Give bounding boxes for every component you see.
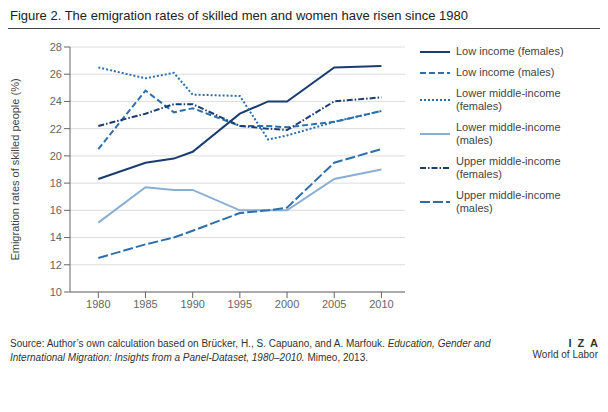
html-text:Low income (females): Low income (females): [456, 45, 564, 57]
svg-text:12: 12: [50, 259, 62, 271]
svg-text:1980: 1980: [86, 298, 110, 310]
html-text:Upper middle-income (males): Upper middle-income (males): [456, 189, 561, 214]
html-text:Low income (males): Low income (males): [456, 66, 555, 78]
svg-text:14: 14: [50, 231, 62, 243]
html-text:Figure 2. The emigration rates: Figure 2. The emigration rates of skille…: [10, 8, 468, 23]
svg-text:18: 18: [50, 177, 62, 189]
html-text:I Z A: I Z A: [568, 337, 598, 349]
html-text:World of Labor: World of Labor: [532, 349, 598, 360]
svg-text:2005: 2005: [322, 298, 346, 310]
svg-text:22: 22: [50, 123, 62, 135]
svg-text:1995: 1995: [228, 298, 252, 310]
html-text:Upper middle-income (females): Upper middle-income (females): [456, 155, 561, 180]
svg-text:2000: 2000: [275, 298, 299, 310]
svg-text:2010: 2010: [369, 298, 393, 310]
svg-text:16: 16: [50, 204, 62, 216]
svg-text:10: 10: [50, 286, 62, 298]
svg-text:28: 28: [50, 41, 62, 53]
svg-text:20: 20: [50, 150, 62, 162]
svg-text:Emigration rates of skilled pe: Emigration rates of skilled people (%): [9, 78, 21, 260]
svg-text:1985: 1985: [133, 298, 157, 310]
html-text:Source: Author’s own calculati: Source: Author’s own calculation based o…: [10, 338, 491, 363]
html-text:Lower middle-income (females): Lower middle-income (females): [456, 87, 561, 112]
svg-text:24: 24: [50, 95, 62, 107]
html-text:Lower middle-income (males): Lower middle-income (males): [456, 121, 561, 146]
svg-text:26: 26: [50, 68, 62, 80]
svg-text:1990: 1990: [180, 298, 204, 310]
